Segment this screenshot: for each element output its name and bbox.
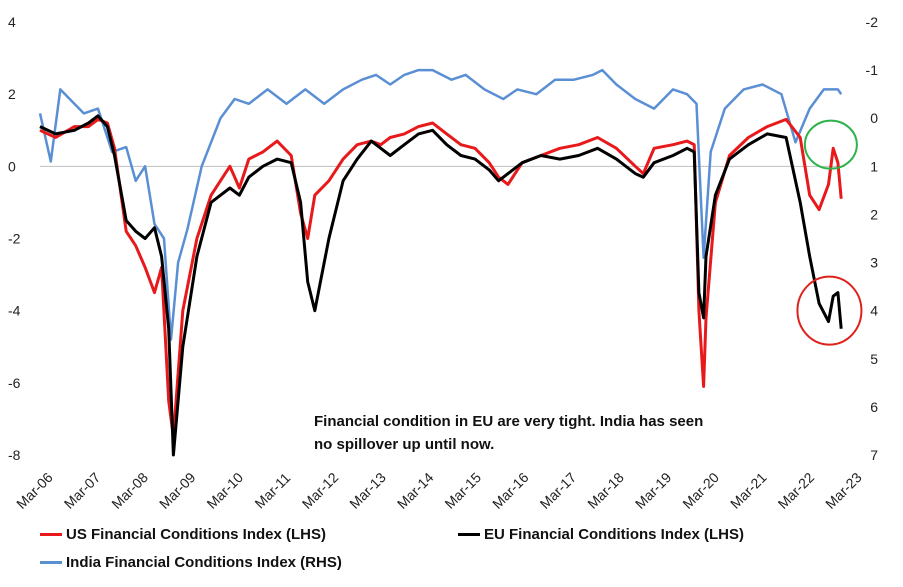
right-tick-label: -1	[866, 62, 879, 78]
highlight-layer	[796, 119, 863, 346]
left-tick-label: -8	[8, 447, 21, 463]
left-axis-ticks: 4 2 0 -2 -4 -6 -8	[8, 14, 21, 463]
legend-swatch-eu	[458, 533, 480, 536]
right-tick-label: 2	[870, 206, 878, 222]
legend-label-us: US Financial Conditions Index (LHS)	[66, 526, 327, 543]
x-tick-label: Mar-17	[537, 469, 580, 512]
x-tick-label: Mar-14	[394, 469, 437, 512]
x-tick-label: Mar-12	[299, 469, 342, 512]
left-tick-label: 0	[8, 158, 16, 174]
legend-item-eu: EU Financial Conditions Index (LHS)	[458, 526, 744, 543]
x-tick-label: Mar-10	[203, 469, 246, 512]
right-tick-label: 5	[870, 351, 878, 367]
x-tick-label: Mar-18	[584, 469, 627, 512]
legend-swatch-us	[40, 533, 62, 536]
highlight-circle-red	[796, 275, 863, 346]
left-tick-label: 2	[8, 86, 16, 102]
right-tick-label: 7	[870, 447, 878, 463]
series-line-us	[39, 117, 843, 439]
legend-item-us: US Financial Conditions Index (LHS)	[40, 526, 326, 543]
x-tick-label: Mar-06	[13, 469, 56, 512]
legend-swatch-india	[40, 561, 62, 564]
x-tick-label: Mar-23	[822, 469, 865, 512]
x-tick-label: Mar-07	[61, 469, 104, 512]
series-line-india	[38, 68, 843, 341]
x-tick-label: Mar-11	[251, 469, 293, 511]
left-tick-label: -6	[8, 375, 21, 391]
series-line-eu	[39, 114, 843, 457]
x-tick-label: Mar-21	[727, 469, 770, 512]
right-tick-label: -2	[866, 14, 879, 30]
right-tick-label: 0	[870, 110, 878, 126]
right-tick-label: 1	[870, 158, 878, 174]
right-axis-ticks: -2 -1 0 1 2 3 4 5 6 7	[866, 14, 879, 463]
annotation-line-2: no spillover up until now.	[314, 436, 494, 453]
x-tick-label: Mar-19	[632, 469, 675, 512]
x-tick-label: Mar-15	[441, 469, 484, 512]
left-tick-label: -4	[8, 303, 21, 319]
x-tick-label: Mar-16	[489, 469, 532, 512]
annotation-line-1: Financial condition in EU are very tight…	[314, 413, 703, 430]
x-tick-label: Mar-20	[679, 469, 722, 512]
right-tick-label: 4	[870, 303, 878, 319]
x-tick-label: Mar-08	[108, 469, 151, 512]
left-tick-label: -2	[8, 231, 21, 247]
left-tick-label: 4	[8, 14, 16, 30]
right-tick-label: 6	[870, 399, 878, 415]
right-tick-label: 3	[870, 255, 878, 271]
x-tick-label: Mar-09	[156, 469, 199, 512]
x-axis-ticks: Mar-06 Mar-07 Mar-08 Mar-09 Mar-10 Mar-11 Mar-…	[13, 469, 865, 512]
legend-label-eu: EU Financial Conditions Index (LHS)	[484, 526, 745, 543]
legend-label-india: India Financial Conditions Index (RHS)	[66, 554, 342, 571]
series-layer	[38, 68, 843, 457]
x-tick-label: Mar-22	[775, 469, 818, 512]
x-tick-label: Mar-13	[346, 469, 389, 512]
legend-item-india: India Financial Conditions Index (RHS)	[40, 554, 342, 571]
highlight-circle-green	[803, 119, 858, 170]
